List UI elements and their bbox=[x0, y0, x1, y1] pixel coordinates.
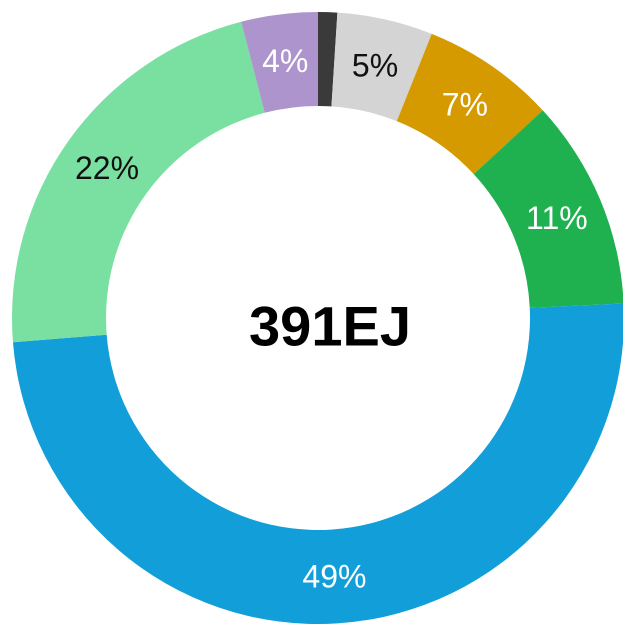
center-label: 391EJ bbox=[249, 295, 411, 358]
donut-slice bbox=[12, 303, 623, 624]
donut-slice bbox=[473, 110, 623, 308]
donut-slice bbox=[241, 12, 318, 113]
slice-label: 4% bbox=[262, 43, 308, 79]
donut-slice bbox=[318, 12, 338, 107]
donut-slice bbox=[12, 21, 265, 343]
slice-label: 7% bbox=[442, 87, 488, 123]
slice-label: 11% bbox=[526, 200, 588, 236]
donut-slice bbox=[396, 33, 543, 175]
slice-label: 22% bbox=[75, 150, 139, 186]
slice-label: 5% bbox=[352, 47, 398, 83]
slice-label: 49% bbox=[302, 558, 366, 594]
donut-slice bbox=[331, 12, 432, 122]
